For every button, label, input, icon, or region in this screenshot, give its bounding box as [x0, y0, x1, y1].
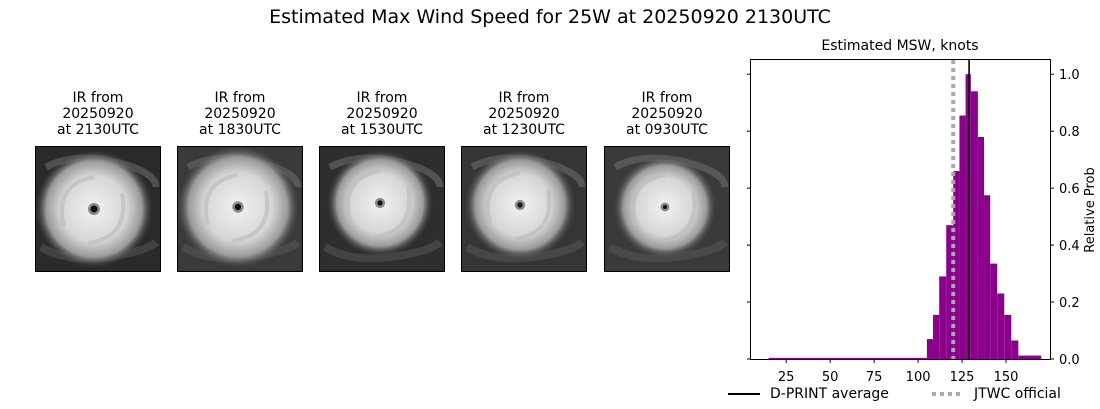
typhoon-cloud-icon [320, 147, 444, 271]
ir-satellite-image [35, 146, 161, 272]
ir-panel-1: IR from 20250920 at 2130UTC [35, 90, 161, 272]
ir-satellite-image [177, 146, 303, 272]
histogram-bar [1011, 340, 1019, 359]
ir-caption: IR from 20250920 at 2130UTC [35, 90, 161, 138]
y-tick-label: 0.4 [1059, 239, 1080, 254]
ir-satellite-image [461, 146, 587, 272]
ir-panel-2: IR from 20250920 at 1830UTC [177, 90, 303, 272]
histogram-bar [946, 225, 954, 359]
ir-caption-line: IR from [498, 90, 550, 106]
ir-caption-date: 20250920 [62, 106, 134, 122]
ir-caption-time: at 1230UTC [483, 122, 565, 138]
x-tick-label: 150 [994, 370, 1019, 385]
ir-panel-4: IR from 20250920 at 1230UTC [461, 90, 587, 272]
y-axis-label: Relative Prob [1083, 167, 1098, 252]
legend-item-jtwc: JTWC official [932, 386, 1061, 402]
x-tick-label: 125 [950, 370, 975, 385]
histogram-bar [990, 263, 998, 359]
ir-panel-3: IR from 20250920 at 1530UTC [319, 90, 445, 272]
histogram-bar [997, 293, 1005, 359]
typhoon-cloud-icon [178, 147, 302, 271]
legend-item-dprint: D-PRINT average [728, 386, 889, 402]
histogram-bar [1004, 314, 1012, 359]
ir-caption: IR from 20250920 at 0930UTC [604, 90, 730, 138]
solid-line-icon [728, 393, 760, 395]
histogram-bars [768, 74, 1042, 360]
chart-axes-frame [750, 59, 1051, 360]
ir-caption-time: at 2130UTC [57, 122, 139, 138]
dotted-line-icon [932, 392, 964, 396]
ir-caption-time: at 0930UTC [626, 122, 708, 138]
chart-title: Estimated MSW, knots [821, 38, 978, 54]
typhoon-cloud-icon [462, 147, 586, 271]
figure-title: Estimated Max Wind Speed for 25W at 2025… [269, 6, 831, 28]
legend-label-jtwc: JTWC official [974, 386, 1061, 402]
ir-caption-line: IR from [641, 90, 693, 106]
histogram-bar [959, 115, 966, 360]
y-tick-label: 0.0 [1059, 353, 1080, 368]
ir-caption-date: 20250920 [204, 106, 276, 122]
x-tick-label: 75 [866, 370, 883, 385]
typhoon-cloud-icon [36, 147, 160, 271]
y-tick-label: 0.8 [1059, 125, 1080, 140]
ir-caption-date: 20250920 [631, 106, 703, 122]
y-axis-ticks: 0.0 0.2 0.4 0.6 0.8 1.0 [747, 68, 1080, 368]
x-tick-label: 50 [822, 370, 839, 385]
y-tick-label: 1.0 [1059, 68, 1080, 83]
x-tick-label: 100 [906, 370, 931, 385]
ir-caption-date: 20250920 [346, 106, 418, 122]
ir-caption-line: IR from [356, 90, 408, 106]
histogram-bar [926, 339, 934, 359]
histogram-bar [933, 314, 940, 359]
ir-caption-line: IR from [214, 90, 266, 106]
y-tick-label: 0.6 [1059, 182, 1080, 197]
typhoon-cloud-icon [605, 147, 729, 271]
ir-caption-date: 20250920 [488, 106, 560, 122]
ir-caption-time: at 1530UTC [341, 122, 423, 138]
ir-caption: IR from 20250920 at 1230UTC [461, 90, 587, 138]
histogram-bar [768, 357, 927, 359]
histogram-bar [977, 136, 985, 359]
histogram-bar [965, 74, 971, 359]
ir-caption-line: IR from [72, 90, 124, 106]
ir-caption: IR from 20250920 at 1830UTC [177, 90, 303, 138]
legend-label-dprint: D-PRINT average [770, 386, 889, 402]
histogram-bar [953, 171, 960, 359]
ir-caption: IR from 20250920 at 1530UTC [319, 90, 445, 138]
x-tick-label: 25 [778, 370, 795, 385]
reference-lines [951, 60, 970, 359]
histogram-bar [1018, 355, 1042, 359]
ir-panel-5: IR from 20250920 at 0930UTC [604, 90, 730, 272]
ir-satellite-image [604, 146, 730, 272]
y-tick-label: 0.2 [1059, 296, 1080, 311]
histogram-bar [939, 276, 947, 359]
x-axis-ticks: 25 50 75 100 125 150 [778, 359, 1019, 385]
ir-caption-time: at 1830UTC [199, 122, 281, 138]
histogram-bar [970, 91, 978, 360]
histogram-bar [984, 195, 991, 359]
ir-satellite-image [319, 146, 445, 272]
